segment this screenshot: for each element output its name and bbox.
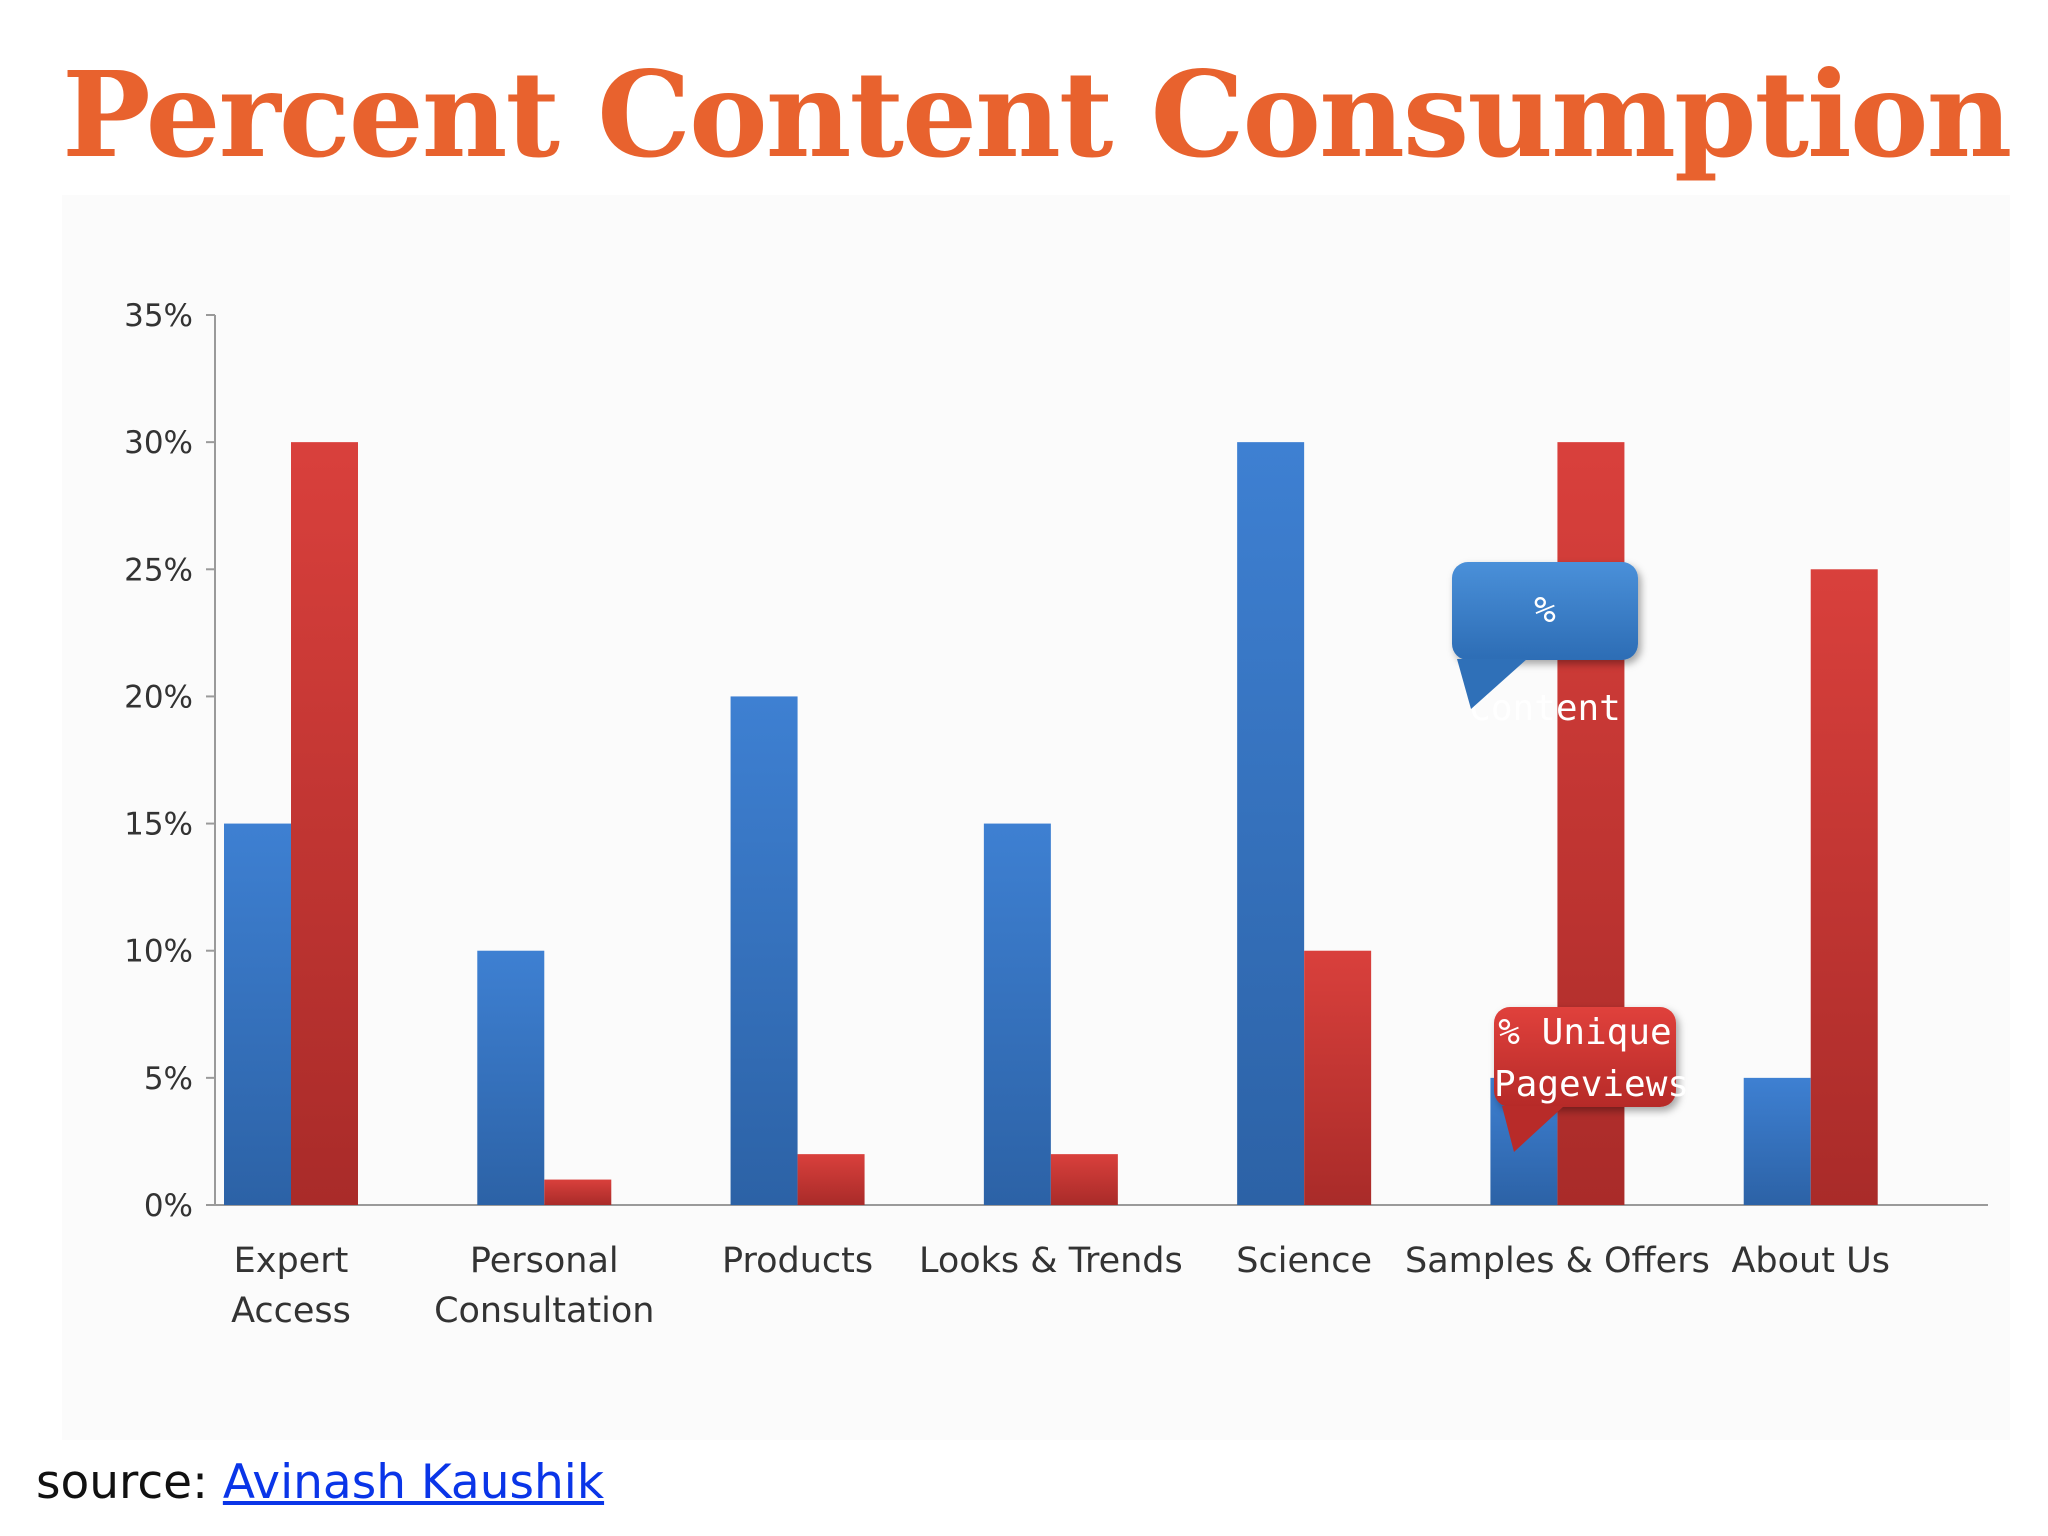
y-tick-label: 5%: [144, 1061, 193, 1097]
bar-chart: 0% 5% 10% 15% 20% 25% 30% 35% Expert Access Person…: [124, 298, 1988, 1331]
pageviews-bar: [291, 442, 358, 1206]
pageviews-bar: [544, 1179, 612, 1205]
source-prefix: source:: [36, 1455, 223, 1510]
content-bar: [224, 823, 291, 1205]
x-category-label: Consultation: [434, 1291, 654, 1331]
y-tick-label: 10%: [124, 934, 193, 970]
y-tick-label: 35%: [124, 298, 193, 334]
pageviews-bar: [797, 1154, 865, 1205]
content-bar: [1237, 442, 1305, 1206]
pageviews-bar: [1304, 950, 1372, 1205]
page-title: Percent Content Consumption: [62, 45, 2012, 184]
x-category-label: Expert: [234, 1241, 349, 1281]
content-bar: [1743, 1077, 1811, 1205]
pageviews-series-label-line1: % Unique: [1498, 1012, 1672, 1053]
content-bar: [730, 696, 798, 1205]
y-tick-label: 30%: [124, 425, 193, 461]
content-bar: [983, 823, 1051, 1205]
y-tick-label: 20%: [124, 679, 193, 715]
chart-panel: 0% 5% 10% 15% 20% 25% 30% 35% Expert Access Person…: [62, 195, 2010, 1440]
pageviews-bar: [1050, 1154, 1118, 1205]
y-tick-label: 25%: [124, 552, 193, 588]
x-category-label: Science: [1236, 1241, 1372, 1281]
x-category-label: Access: [231, 1291, 351, 1331]
content-bar: [477, 950, 545, 1205]
y-tick-label: 15%: [124, 807, 193, 843]
pageviews-callout-pointer: [1502, 1106, 1564, 1152]
x-category-label: Products: [722, 1241, 873, 1281]
pageviews-bar: [1810, 569, 1878, 1205]
x-category-label: Personal: [470, 1241, 619, 1281]
content-series-callout: % Content: [1452, 562, 1638, 729]
source-line: source: Avinash Kaushik: [36, 1455, 604, 1510]
source-link[interactable]: Avinash Kaushik: [222, 1455, 605, 1510]
y-tick-label: 0%: [144, 1188, 193, 1224]
x-category-label: Samples & Offers: [1405, 1241, 1710, 1281]
x-category-label: Looks & Trends: [919, 1241, 1183, 1281]
pageviews-series-label-line2: Pageviews: [1494, 1064, 1690, 1105]
pageviews-series-callout: % Unique Pageviews: [1494, 1007, 1689, 1107]
x-category-label: About Us: [1731, 1241, 1889, 1281]
content-callout-pointer: [1457, 659, 1527, 709]
